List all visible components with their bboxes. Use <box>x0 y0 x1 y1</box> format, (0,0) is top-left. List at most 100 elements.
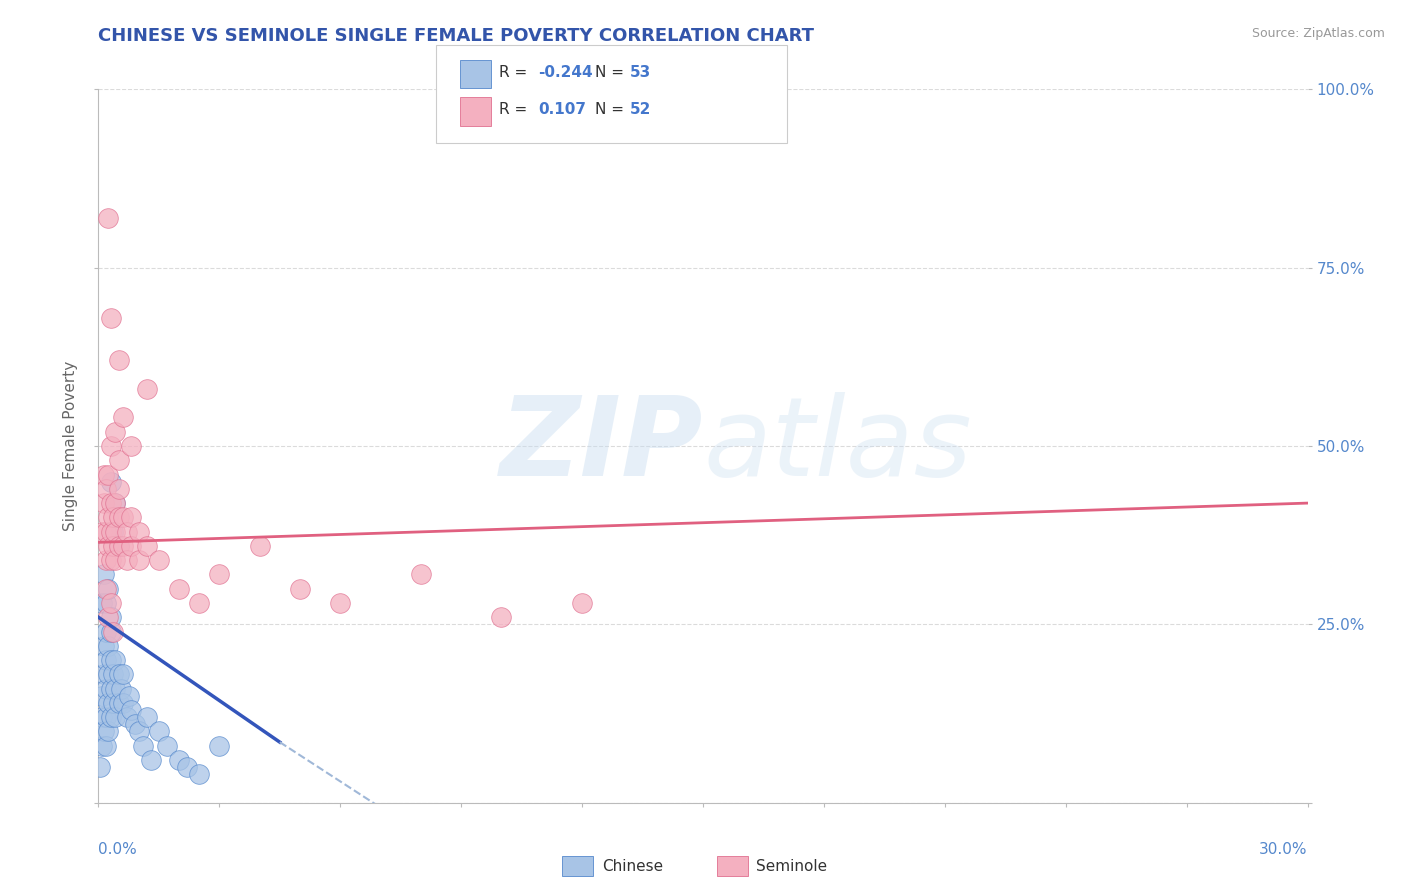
Point <box>100 596 122 610</box>
Point <box>124 717 146 731</box>
Point <box>107 667 129 681</box>
Point <box>97 610 120 624</box>
Point <box>89 760 111 774</box>
Point <box>96 582 118 596</box>
Text: R =: R = <box>499 103 533 117</box>
Point <box>111 539 134 553</box>
Point <box>188 596 211 610</box>
Point <box>93 639 115 653</box>
Point <box>103 553 125 567</box>
Point <box>107 539 129 553</box>
Text: R =: R = <box>499 65 533 79</box>
Point <box>100 710 122 724</box>
Point <box>101 624 124 639</box>
Point <box>329 596 352 610</box>
Point <box>93 724 115 739</box>
Point <box>101 667 124 681</box>
Point <box>91 710 114 724</box>
Point <box>249 539 271 553</box>
Point <box>100 310 122 325</box>
Point <box>97 724 120 739</box>
Point <box>100 496 122 510</box>
Point <box>101 696 124 710</box>
Point <box>107 453 129 467</box>
Point <box>101 539 124 553</box>
Point <box>111 667 134 681</box>
Point <box>93 496 115 510</box>
Point <box>111 696 134 710</box>
Point <box>101 524 124 539</box>
Point <box>97 539 120 553</box>
Point <box>120 510 142 524</box>
Point <box>409 567 432 582</box>
Point <box>188 767 211 781</box>
Point <box>103 496 125 510</box>
Point <box>167 753 190 767</box>
Text: 0.107: 0.107 <box>538 103 586 117</box>
Point <box>103 653 125 667</box>
Point <box>288 582 311 596</box>
Point <box>97 582 120 596</box>
Point <box>135 710 157 724</box>
Point <box>91 689 114 703</box>
Point <box>100 653 122 667</box>
Text: -0.244: -0.244 <box>538 65 593 79</box>
Point <box>107 696 129 710</box>
Point <box>96 524 118 539</box>
Point <box>115 553 138 567</box>
Point <box>107 539 129 553</box>
Point <box>97 211 120 225</box>
Point <box>571 596 593 610</box>
Point <box>176 760 198 774</box>
Text: N =: N = <box>595 103 628 117</box>
Point <box>115 710 138 724</box>
Point <box>91 596 114 610</box>
Point <box>96 482 118 496</box>
Point <box>96 710 118 724</box>
Text: Seminole: Seminole <box>756 859 828 873</box>
Point <box>96 653 118 667</box>
Point <box>491 610 513 624</box>
Point <box>93 667 115 681</box>
Point <box>93 567 115 582</box>
Text: Chinese: Chinese <box>602 859 662 873</box>
Text: 52: 52 <box>630 103 651 117</box>
Point <box>107 353 129 368</box>
Point <box>139 753 162 767</box>
Point <box>118 689 141 703</box>
Point <box>107 510 129 524</box>
Point <box>120 703 142 717</box>
Point <box>101 510 124 524</box>
Point <box>97 667 120 681</box>
Point <box>96 624 118 639</box>
Text: N =: N = <box>595 65 628 79</box>
Point <box>91 739 114 753</box>
Point <box>100 439 122 453</box>
Point <box>128 553 150 567</box>
Point <box>100 610 122 624</box>
Point <box>97 467 120 482</box>
Point <box>91 524 114 539</box>
Point <box>96 681 118 696</box>
Text: atlas: atlas <box>703 392 972 500</box>
Text: ZIP: ZIP <box>499 392 703 500</box>
Point <box>96 553 118 567</box>
Text: Source: ZipAtlas.com: Source: ZipAtlas.com <box>1251 27 1385 40</box>
Point <box>128 724 150 739</box>
Point <box>135 382 157 396</box>
Point <box>100 524 122 539</box>
Point <box>103 425 125 439</box>
Text: CHINESE VS SEMINOLE SINGLE FEMALE POVERTY CORRELATION CHART: CHINESE VS SEMINOLE SINGLE FEMALE POVERT… <box>98 27 814 45</box>
Point <box>132 739 155 753</box>
Point <box>97 696 120 710</box>
Point <box>97 510 120 524</box>
Point <box>120 539 142 553</box>
Point <box>111 410 134 425</box>
Point <box>96 596 118 610</box>
Point <box>100 681 122 696</box>
Point <box>100 624 122 639</box>
Text: 30.0%: 30.0% <box>1260 842 1308 857</box>
Point <box>100 475 122 489</box>
Point <box>120 439 142 453</box>
Point <box>148 724 170 739</box>
